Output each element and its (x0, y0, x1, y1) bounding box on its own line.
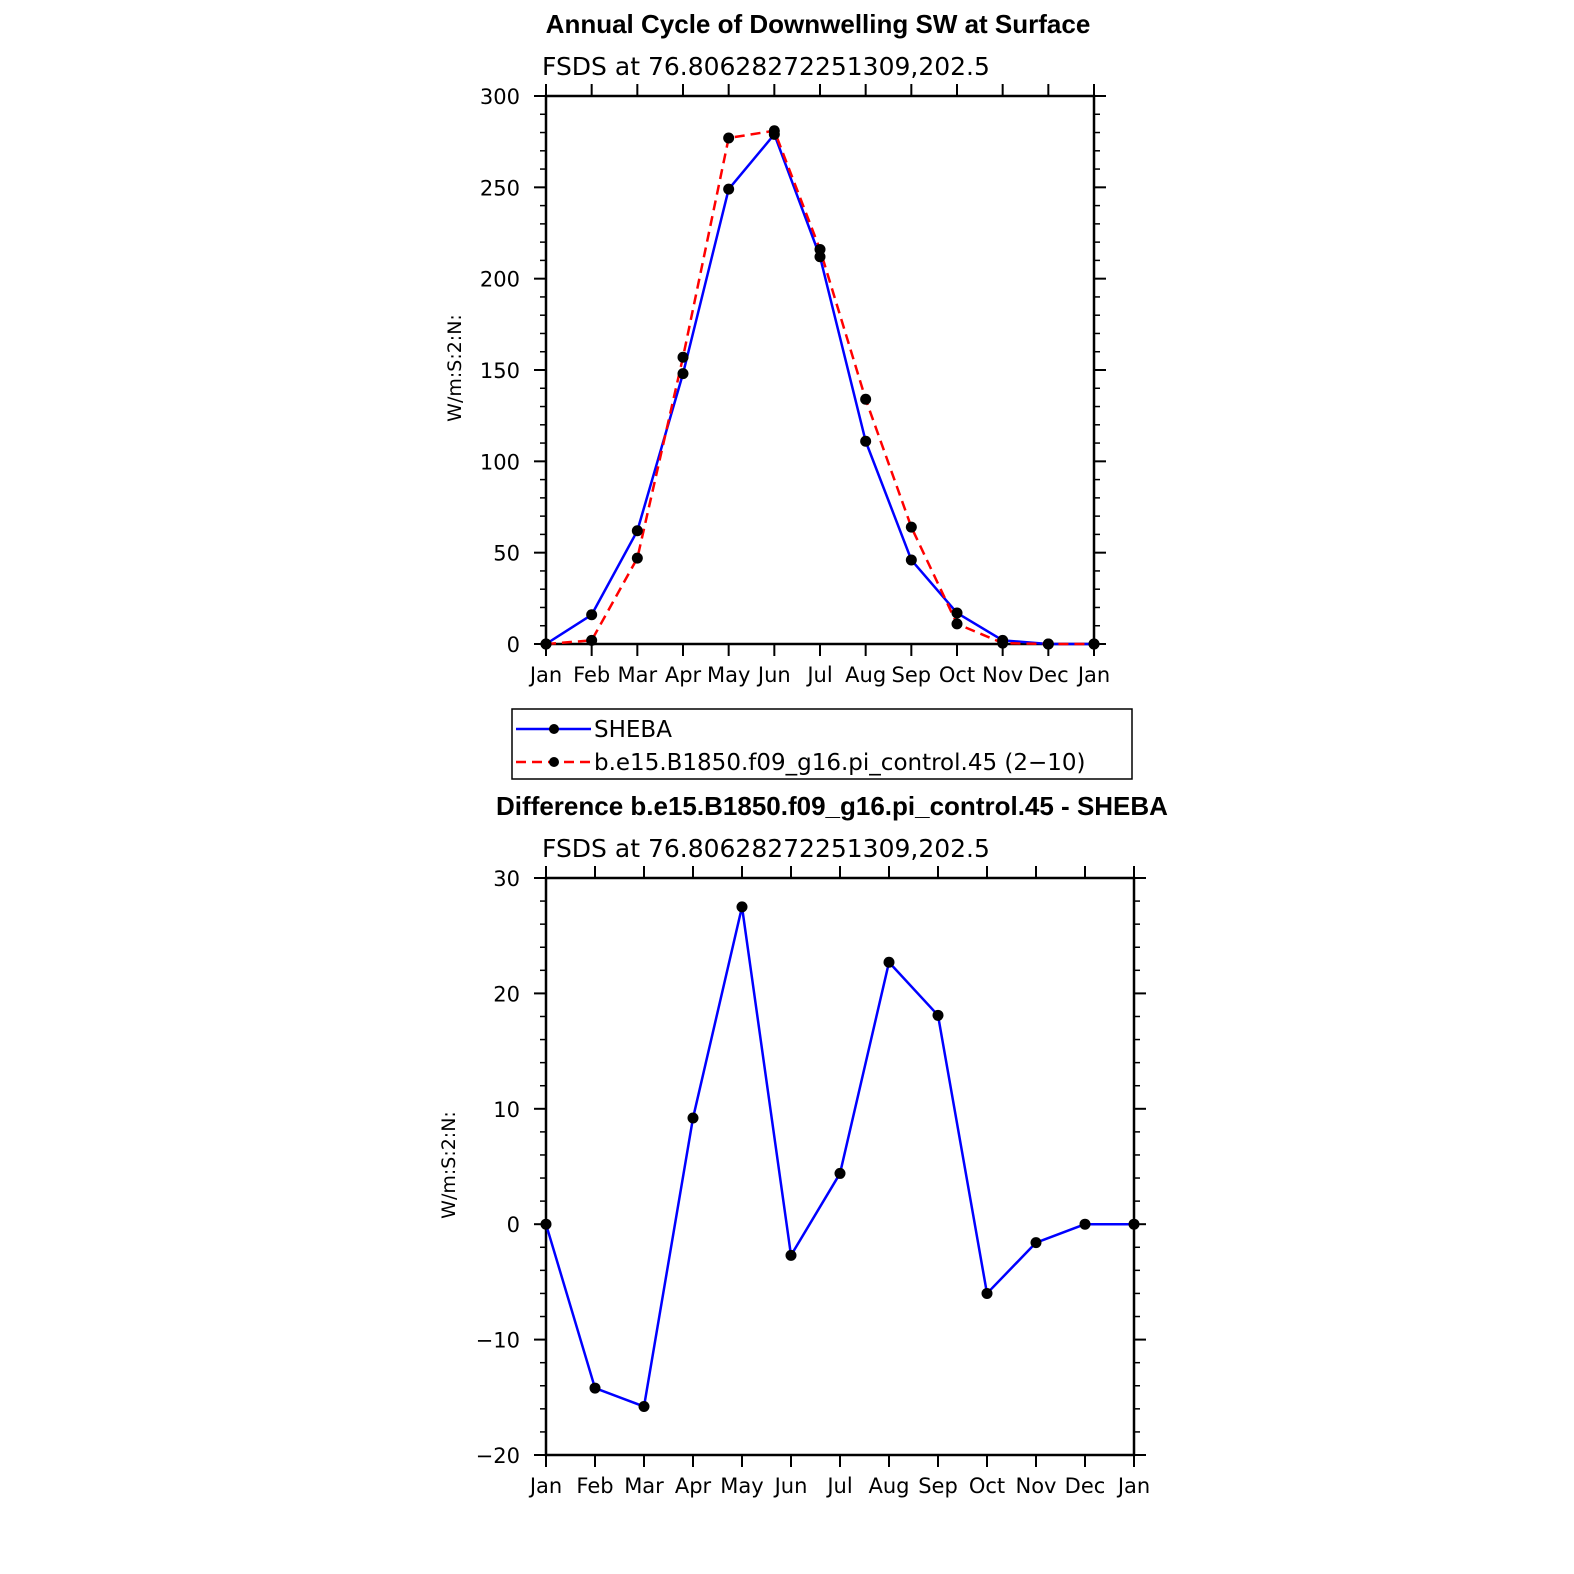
data-point (1128, 1218, 1140, 1230)
data-point (723, 183, 735, 195)
x-tick-label: Oct (969, 1474, 1005, 1498)
data-point (586, 634, 598, 646)
data-point (860, 435, 872, 447)
y-tick-label: 0 (507, 633, 520, 657)
x-tick-label: Sep (892, 663, 932, 687)
x-tick-label: Jan (528, 663, 562, 687)
difference-panel: Difference b.e15.B1850.f09_g16.pi_contro… (438, 791, 1168, 1498)
chart-title: Annual Cycle of Downwelling SW at Surfac… (546, 9, 1091, 39)
legend: SHEBA b.e15.B1850.f09_g16.pi_control.45 … (511, 708, 1133, 780)
y-tick-label: 300 (480, 85, 520, 109)
y-tick-label: 250 (480, 176, 520, 200)
data-point (723, 132, 735, 144)
plot-frame (544, 876, 1136, 1457)
y-axis-label: W/m:S:2:N: (444, 314, 466, 422)
data-point (1030, 1237, 1042, 1249)
y-tick-label: 100 (480, 450, 520, 474)
x-tick-label: Jan (1076, 663, 1110, 687)
y-tick-label: 20 (493, 982, 520, 1006)
data-point (540, 638, 552, 650)
y-tick-label: 10 (493, 1098, 520, 1122)
x-tick-label: Jun (756, 663, 791, 687)
y-axis-label: W/m:S:2:N: (438, 1111, 460, 1219)
x-tick-label: Jan (1116, 1474, 1150, 1498)
legend-label-sheba: SHEBA (594, 717, 672, 743)
x-tick-label: Feb (573, 663, 610, 687)
y-tick-label: −20 (476, 1444, 520, 1468)
x-tick-label: Nov (982, 663, 1023, 687)
x-tick-label: Apr (665, 663, 702, 687)
legend-label-model: b.e15.B1850.f09_g16.pi_control.45 (2−10) (594, 750, 1086, 776)
x-tick-label: May (707, 663, 750, 687)
data-point (981, 1287, 993, 1299)
data-point (677, 351, 689, 363)
data-point (905, 554, 917, 566)
series-line-0 (544, 905, 1134, 1408)
x-tick-label: Sep (918, 1474, 958, 1498)
series-line-1 (545, 129, 1094, 646)
plot-frame (544, 94, 1096, 646)
series-layer (540, 901, 1140, 1413)
x-tick-label: Dec (1065, 1474, 1106, 1498)
y-tick-label: −10 (476, 1329, 520, 1353)
data-point (905, 521, 917, 533)
data-point (834, 1167, 846, 1179)
x-tick-label: Mar (618, 663, 658, 687)
data-point (540, 1218, 552, 1230)
data-point (1088, 638, 1100, 650)
y-tick-label: 150 (480, 359, 520, 383)
series-layer (540, 125, 1100, 650)
series-line-0 (545, 133, 1094, 646)
x-tick-label: Feb (576, 1474, 613, 1498)
data-point (768, 125, 780, 137)
x-tick-label: Oct (939, 663, 975, 687)
chart-subtitle: FSDS at 76.80628272251309,202.5 (542, 834, 990, 863)
x-tick-label: Aug (845, 663, 886, 687)
data-point (785, 1249, 797, 1261)
data-point (677, 368, 689, 380)
y-tick-label: 30 (493, 867, 520, 891)
plot-area: Jan Feb Mar Apr May Jun Jul Aug Sep Oct Nov Dec Jan−… (476, 866, 1150, 1498)
x-tick-label: Jan (528, 1474, 562, 1498)
y-tick-label: 200 (480, 268, 520, 292)
chart-subtitle: FSDS at 76.80628272251309,202.5 (542, 52, 990, 81)
x-tick-label: Nov (1016, 1474, 1057, 1498)
annual-cycle-panel: Annual Cycle of Downwelling SW at Surfac… (444, 9, 1110, 687)
data-point (1042, 638, 1054, 650)
data-point (589, 1382, 601, 1394)
plot-area: Jan Feb Mar Apr May Jun Jul Aug Sep Oct Nov Dec Jan 0… (480, 84, 1110, 687)
data-point (932, 1009, 944, 1021)
x-tick-label: May (720, 1474, 763, 1498)
x-tick-label: Jul (805, 663, 832, 687)
legend-box (511, 708, 1133, 780)
x-tick-label: Dec (1028, 663, 1069, 687)
y-tick-label: 0 (507, 1213, 520, 1237)
data-point (951, 607, 963, 619)
data-point (814, 243, 826, 255)
data-point (997, 637, 1009, 649)
legend-marker-model (549, 757, 559, 767)
data-point (638, 1401, 650, 1413)
data-point (631, 552, 643, 564)
x-tick-label: Jul (825, 1474, 852, 1498)
chart-title: Difference b.e15.B1850.f09_g16.pi_contro… (496, 791, 1168, 821)
data-point (586, 609, 598, 621)
data-point (736, 901, 748, 913)
x-tick-label: Aug (868, 1474, 909, 1498)
data-point (687, 1112, 699, 1124)
x-tick-label: Mar (624, 1474, 664, 1498)
y-tick-label: 50 (493, 542, 520, 566)
data-point (631, 525, 643, 537)
x-tick-label: Apr (675, 1474, 712, 1498)
legend-marker-sheba (549, 724, 559, 734)
data-point (951, 618, 963, 630)
data-point (1079, 1218, 1091, 1230)
data-point (860, 393, 872, 405)
data-point (883, 956, 895, 968)
x-tick-label: Jun (773, 1474, 808, 1498)
